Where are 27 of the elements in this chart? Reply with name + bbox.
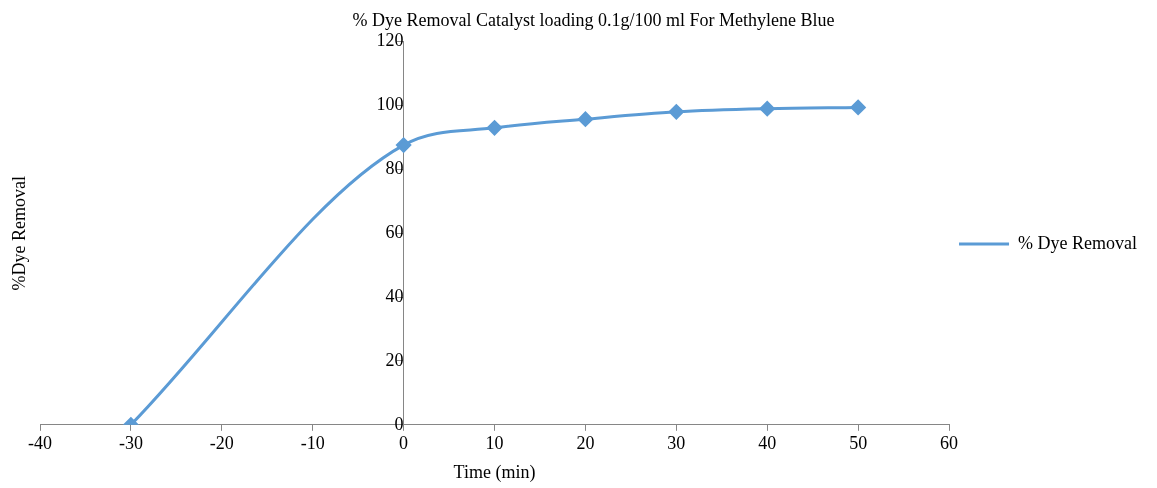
y-tick-label: 120	[376, 30, 404, 51]
x-tick-label: 50	[849, 433, 868, 454]
point	[850, 99, 866, 115]
y-tick-label: 0	[394, 413, 404, 434]
x-axis-title: Time (min)	[453, 461, 536, 483]
x-tick-label: -30	[118, 433, 143, 454]
x-tick-label: 10	[485, 433, 504, 454]
y-tick-label: 100	[376, 94, 404, 115]
point	[487, 120, 503, 136]
y-tick-label: 20	[385, 349, 404, 370]
legend-label: % Dye Removal	[1018, 232, 1137, 253]
point	[668, 104, 684, 120]
y-tick-label: 80	[385, 158, 404, 179]
chart-title: % Dye Removal Catalyst loading 0.1g/100 ml For Methylene Blue	[352, 9, 835, 30]
point	[759, 101, 775, 117]
x-tick-label: -20	[209, 433, 234, 454]
x-tick-label: -40	[28, 433, 52, 454]
x-tick-label: 60	[940, 433, 959, 454]
x-tick-label: 30	[667, 433, 686, 454]
y-tick-label: 60	[385, 221, 404, 242]
y-axis-title: %Dye Removal	[8, 175, 29, 291]
x-tick-label: 20	[576, 433, 595, 454]
y-tick-label: 40	[385, 285, 404, 306]
point	[396, 137, 412, 153]
point	[577, 111, 593, 127]
x-tick-label: 40	[758, 433, 777, 454]
x-tick-label: -10	[300, 433, 325, 454]
